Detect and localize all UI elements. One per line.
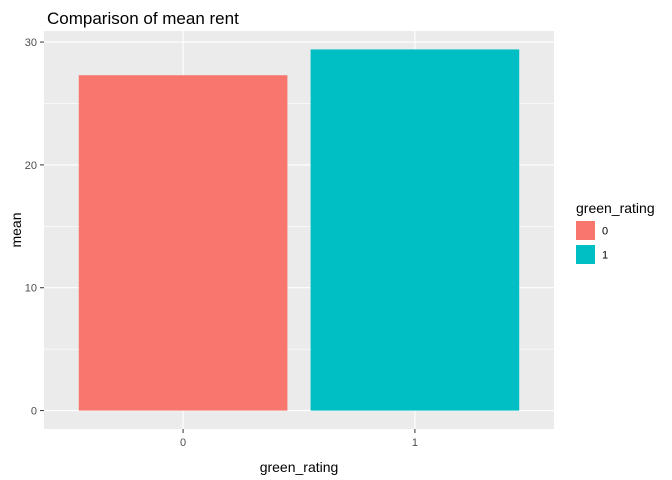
legend-key-1 [576,245,595,264]
y-tick-label: 20 [25,160,37,172]
y-tick-label: 0 [31,406,37,418]
legend-title: green_rating [576,200,655,216]
bar-0 [78,75,288,411]
y-tick-label: 30 [25,37,37,49]
x-tick-label: 1 [412,437,418,449]
y-axis: 0 10 20 30 [25,37,44,418]
x-tick-label: 0 [180,437,186,449]
legend: green_rating 0 1 [576,200,655,264]
x-axis-title: green_rating [260,459,339,475]
y-axis-title: mean [8,212,24,247]
legend-label: 0 [602,226,608,238]
legend-label: 1 [602,250,608,262]
y-tick-label: 10 [25,283,37,295]
bar-1 [310,49,520,411]
bars [78,49,520,411]
chart-title: Comparison of mean rent [47,9,239,28]
legend-key-0 [576,221,595,240]
